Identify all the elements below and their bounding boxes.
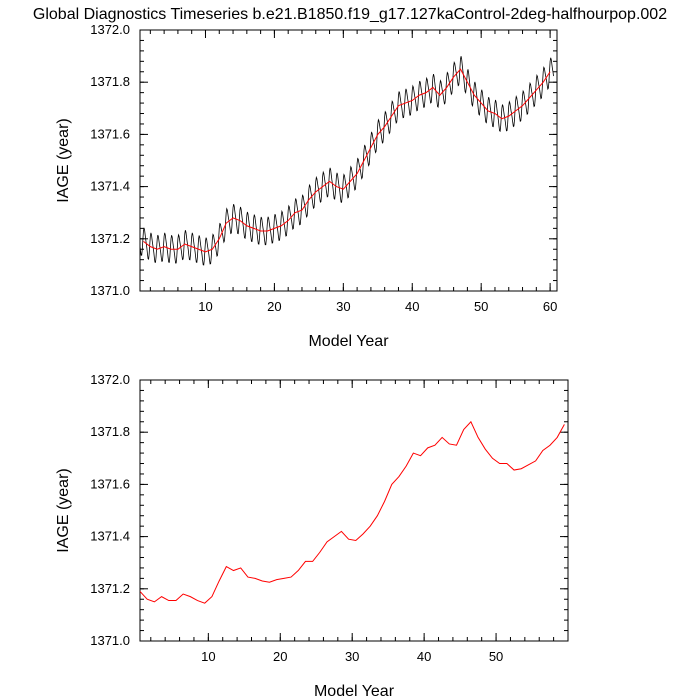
x-tick-label: 30: [345, 649, 359, 664]
annual-mean-series-line: [140, 420, 565, 604]
x-tick-label: 40: [405, 299, 419, 314]
plot-frame: [139, 379, 569, 642]
y-tick-label: 1372.0: [90, 372, 130, 387]
x-tick-label: 40: [417, 649, 431, 664]
x-tick-label: 10: [198, 299, 212, 314]
y-tick-label: 1371.8: [90, 424, 130, 439]
y-tick-label: 1371.6: [90, 476, 130, 491]
x-tick-label: 60: [543, 299, 557, 314]
x-tick-label: 20: [273, 649, 287, 664]
y-tick-label: 1371.4: [90, 179, 130, 194]
y-tick-label: 1371.2: [90, 581, 130, 596]
bottom-panel: 1371.0 1371.2 1371.4 1371.6 1371.8 1372.0 10 20…: [55, 372, 569, 700]
y-axis-label: IAGE (year): [55, 118, 72, 202]
y-tick-label: 1372.0: [90, 22, 130, 37]
x-tick-label: 30: [336, 299, 350, 314]
y-tick-label: 1371.4: [90, 529, 130, 544]
plot-frame: [139, 29, 558, 292]
x-axis-label: Model Year: [308, 333, 389, 350]
y-tick-label: 1371.6: [90, 126, 130, 141]
y-tick-label: 1371.0: [90, 283, 130, 298]
top-panel: 1371.0 1371.2 1371.4 1371.6 1371.8 1372.0 10 20…: [55, 22, 558, 350]
y-tick-label: 1371.2: [90, 231, 130, 246]
annual-mean-series-line: [143, 68, 551, 253]
x-tick-label: 10: [201, 649, 215, 664]
figure-title: Global Diagnostics Timeseries b.e21.B185…: [33, 6, 667, 23]
y-tick-label: 1371.8: [90, 74, 130, 89]
x-tick-label: 50: [489, 649, 503, 664]
x-tick-label: 20: [267, 299, 281, 314]
monthly-series-line: [140, 56, 554, 266]
x-axis-label: Model Year: [314, 683, 395, 700]
y-axis-label: IAGE (year): [55, 468, 72, 552]
x-tick-label: 50: [474, 299, 488, 314]
y-tick-label: 1371.0: [90, 633, 130, 648]
